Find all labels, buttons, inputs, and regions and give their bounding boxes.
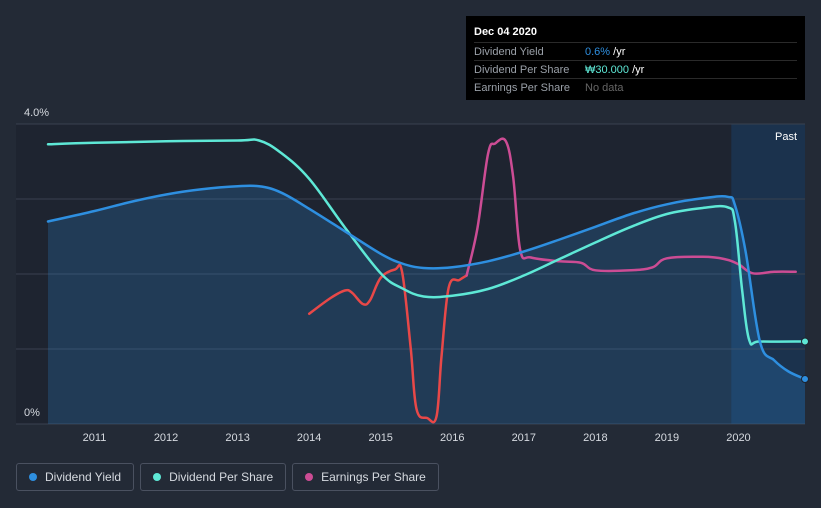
x-tick-label: 2018 xyxy=(583,432,607,444)
y-tick-top: 4.0% xyxy=(24,107,49,119)
earnings-per-share-dot-icon xyxy=(305,473,314,481)
x-tick-label: 2014 xyxy=(297,432,321,444)
tooltip-date: Dec 04 2020 xyxy=(474,26,537,38)
tooltip-row-earnings-per-share: Earnings Per Share No data xyxy=(474,78,797,96)
tooltip-label: Earnings Per Share xyxy=(474,81,570,94)
legend-item-dividend-per-share[interactable]: Dividend Per Share xyxy=(140,463,287,491)
dividend-yield-area xyxy=(48,185,805,424)
dividend-yield-line xyxy=(46,184,807,381)
x-tick-label: 2013 xyxy=(225,432,249,444)
tooltip-value: No data xyxy=(585,81,624,94)
x-axis-ticks: 2011 2012 2013 2014 2015 2016 2017 2018 2019 2020 xyxy=(83,432,751,444)
legend-label: Dividend Per Share xyxy=(169,470,274,484)
earnings-per-share-line xyxy=(307,263,468,424)
tooltip-value: 0.6% /yr xyxy=(585,45,626,58)
legend-item-dividend-yield[interactable]: Dividend Yield xyxy=(16,463,135,491)
x-tick-label: 2020 xyxy=(726,432,750,444)
tooltip-row-dividend-yield: Dividend Yield 0.6% /yr xyxy=(474,42,797,60)
x-tick-label: 2015 xyxy=(368,432,392,444)
dividend-yield-end-marker xyxy=(801,375,809,383)
legend-label: Dividend Yield xyxy=(45,470,122,484)
x-tick-label: 2019 xyxy=(655,432,679,444)
tooltip-label: Dividend Yield xyxy=(474,45,544,58)
earnings-per-share-line xyxy=(465,137,797,277)
past-label: Past xyxy=(775,131,797,143)
x-tick-label: 2017 xyxy=(512,432,536,444)
tooltip-label: Dividend Per Share xyxy=(474,63,570,76)
end-markers xyxy=(801,337,809,383)
tooltip-row-dividend-per-share: Dividend Per Share ₩30.000 /yr xyxy=(474,60,797,78)
series-lines xyxy=(46,137,807,424)
dividend-per-share-end-marker xyxy=(801,337,809,346)
legend: Dividend Yield Dividend Per Share Earnin… xyxy=(16,463,445,491)
tooltip-value: ₩30.000 /yr xyxy=(585,63,645,76)
dividend-yield-dot-icon xyxy=(29,473,37,481)
legend-label: Earnings Per Share xyxy=(321,470,426,484)
dividend-per-share-line xyxy=(46,138,807,346)
dividend-per-share-dot-icon xyxy=(153,473,162,481)
y-tick-bottom: 0% xyxy=(24,407,40,419)
x-tick-label: 2012 xyxy=(154,432,178,444)
tooltip: Dec 04 2020 Dividend Yield 0.6% /yr Divi… xyxy=(466,16,805,100)
x-tick-label: 2011 xyxy=(83,432,107,444)
legend-item-earnings-per-share[interactable]: Earnings Per Share xyxy=(292,463,439,491)
x-tick-label: 2016 xyxy=(440,432,464,444)
